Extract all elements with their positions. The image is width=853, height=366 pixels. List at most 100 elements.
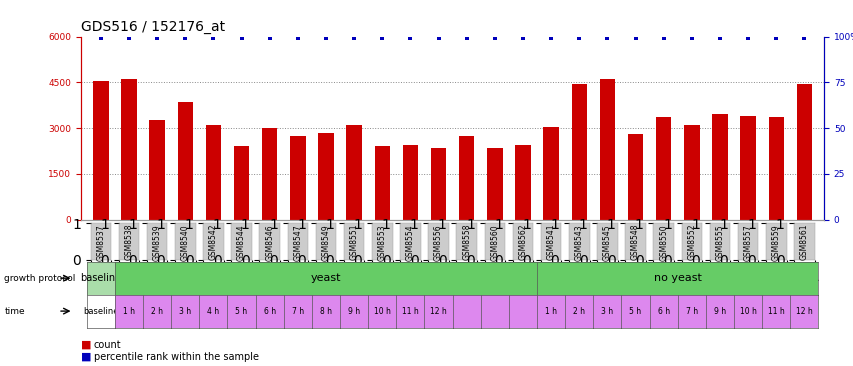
Point [122, 34, 136, 40]
Point [235, 34, 248, 40]
Bar [458, 136, 474, 220]
Bar [796, 84, 811, 220]
Point [543, 34, 557, 40]
Text: 11 h: 11 h [402, 307, 418, 315]
Text: 7 h: 7 h [685, 307, 697, 315]
Text: GSM8537: GSM8537 [96, 224, 105, 261]
Text: 3 h: 3 h [601, 307, 612, 315]
Text: growth protocol: growth protocol [4, 274, 76, 283]
Text: ■: ■ [81, 340, 91, 350]
Text: GSM8558: GSM8558 [461, 224, 471, 261]
Text: GSM8547: GSM8547 [293, 224, 302, 261]
Text: GSM8538: GSM8538 [125, 224, 133, 261]
Text: GSM8546: GSM8546 [265, 224, 274, 261]
Text: 9 h: 9 h [713, 307, 725, 315]
Text: GSM8560: GSM8560 [490, 224, 499, 261]
Point [712, 34, 726, 40]
Bar [149, 120, 165, 220]
Point [572, 34, 585, 40]
Bar [346, 125, 362, 220]
Text: GSM8550: GSM8550 [659, 224, 667, 261]
Text: count: count [94, 340, 121, 350]
Text: GSM8557: GSM8557 [743, 224, 751, 261]
Text: 9 h: 9 h [348, 307, 360, 315]
Bar [318, 132, 334, 220]
Text: ■: ■ [81, 352, 91, 362]
Text: GSM8549: GSM8549 [321, 224, 330, 261]
Text: 6 h: 6 h [657, 307, 669, 315]
Text: GSM8552: GSM8552 [687, 224, 695, 261]
Text: GSM8540: GSM8540 [181, 224, 189, 261]
Text: 5 h: 5 h [235, 307, 247, 315]
Text: 6 h: 6 h [264, 307, 276, 315]
Point [94, 34, 107, 40]
Bar [262, 128, 277, 220]
Text: 7 h: 7 h [292, 307, 304, 315]
Text: GSM8556: GSM8556 [433, 224, 443, 261]
Text: 11 h: 11 h [767, 307, 784, 315]
Bar [177, 102, 193, 220]
Bar [206, 125, 221, 220]
Point [769, 34, 782, 40]
Bar [599, 79, 614, 220]
Point [515, 34, 529, 40]
Point [684, 34, 698, 40]
Text: 12 h: 12 h [430, 307, 446, 315]
Text: 1 h: 1 h [123, 307, 135, 315]
Point [740, 34, 754, 40]
Text: baseline: baseline [80, 273, 121, 283]
Bar [430, 148, 446, 220]
Text: no yeast: no yeast [653, 273, 701, 283]
Text: GDS516 / 152176_at: GDS516 / 152176_at [81, 20, 225, 34]
Text: GSM8555: GSM8555 [715, 224, 723, 261]
Bar [374, 146, 390, 220]
Text: GSM8539: GSM8539 [153, 224, 161, 261]
Point [375, 34, 389, 40]
Bar [514, 145, 530, 220]
Text: GSM8553: GSM8553 [377, 224, 386, 261]
Bar [627, 134, 642, 220]
Text: 5 h: 5 h [629, 307, 641, 315]
Text: percentile rank within the sample: percentile rank within the sample [94, 352, 258, 362]
Text: 2 h: 2 h [151, 307, 163, 315]
Bar [93, 81, 108, 220]
Text: GSM8542: GSM8542 [209, 224, 218, 261]
Text: GSM8541: GSM8541 [546, 224, 555, 261]
Bar [655, 117, 670, 220]
Text: 1 h: 1 h [544, 307, 556, 315]
Point [178, 34, 192, 40]
Text: 8 h: 8 h [320, 307, 332, 315]
Text: yeast: yeast [310, 273, 341, 283]
Text: GSM8559: GSM8559 [771, 224, 780, 261]
Point [263, 34, 276, 40]
Text: 2 h: 2 h [572, 307, 584, 315]
Text: time: time [4, 307, 25, 315]
Text: GSM8544: GSM8544 [237, 224, 246, 261]
Point [797, 34, 810, 40]
Text: baseline: baseline [83, 307, 119, 315]
Point [487, 34, 501, 40]
Bar [486, 148, 502, 220]
Text: GSM8551: GSM8551 [349, 224, 358, 261]
Point [150, 34, 164, 40]
Bar [768, 117, 783, 220]
Bar [234, 146, 249, 220]
Point [459, 34, 473, 40]
Text: 10 h: 10 h [739, 307, 756, 315]
Text: GSM8545: GSM8545 [602, 224, 612, 261]
Text: 10 h: 10 h [374, 307, 390, 315]
Bar [711, 114, 727, 220]
Point [206, 34, 220, 40]
Bar [571, 84, 586, 220]
Point [628, 34, 641, 40]
Point [319, 34, 333, 40]
Text: 12 h: 12 h [795, 307, 812, 315]
Point [600, 34, 613, 40]
Point [403, 34, 417, 40]
Bar [543, 127, 558, 220]
Bar [290, 136, 305, 220]
Text: GSM8562: GSM8562 [518, 224, 527, 261]
Point [432, 34, 445, 40]
Bar [121, 79, 136, 220]
Bar [683, 125, 699, 220]
